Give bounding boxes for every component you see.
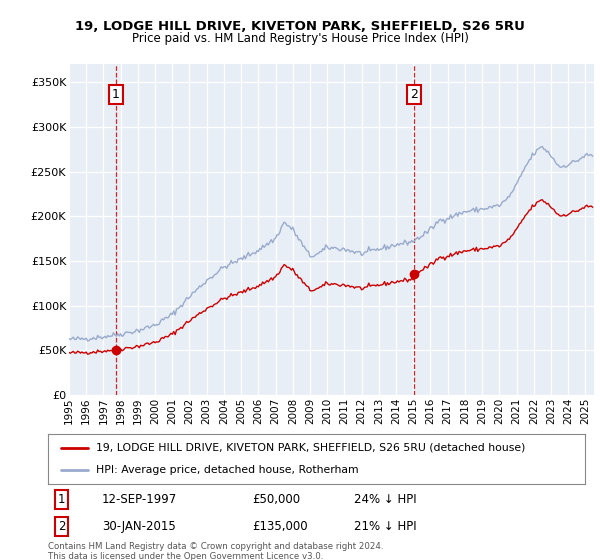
Text: 1: 1: [112, 88, 119, 101]
Text: 12-SEP-1997: 12-SEP-1997: [102, 493, 177, 506]
Text: £50,000: £50,000: [252, 493, 300, 506]
Text: 2: 2: [410, 88, 418, 101]
Text: Contains HM Land Registry data © Crown copyright and database right 2024.
This d: Contains HM Land Registry data © Crown c…: [48, 542, 383, 560]
Text: 19, LODGE HILL DRIVE, KIVETON PARK, SHEFFIELD, S26 5RU (detached house): 19, LODGE HILL DRIVE, KIVETON PARK, SHEF…: [97, 442, 526, 452]
Text: 19, LODGE HILL DRIVE, KIVETON PARK, SHEFFIELD, S26 5RU: 19, LODGE HILL DRIVE, KIVETON PARK, SHEF…: [75, 20, 525, 32]
Text: HPI: Average price, detached house, Rotherham: HPI: Average price, detached house, Roth…: [97, 465, 359, 475]
Text: 2: 2: [58, 520, 65, 533]
Text: £135,000: £135,000: [252, 520, 308, 533]
Text: 24% ↓ HPI: 24% ↓ HPI: [354, 493, 417, 506]
Text: 1: 1: [58, 493, 65, 506]
Text: Price paid vs. HM Land Registry's House Price Index (HPI): Price paid vs. HM Land Registry's House …: [131, 32, 469, 45]
Text: 30-JAN-2015: 30-JAN-2015: [102, 520, 175, 533]
Text: 21% ↓ HPI: 21% ↓ HPI: [354, 520, 417, 533]
